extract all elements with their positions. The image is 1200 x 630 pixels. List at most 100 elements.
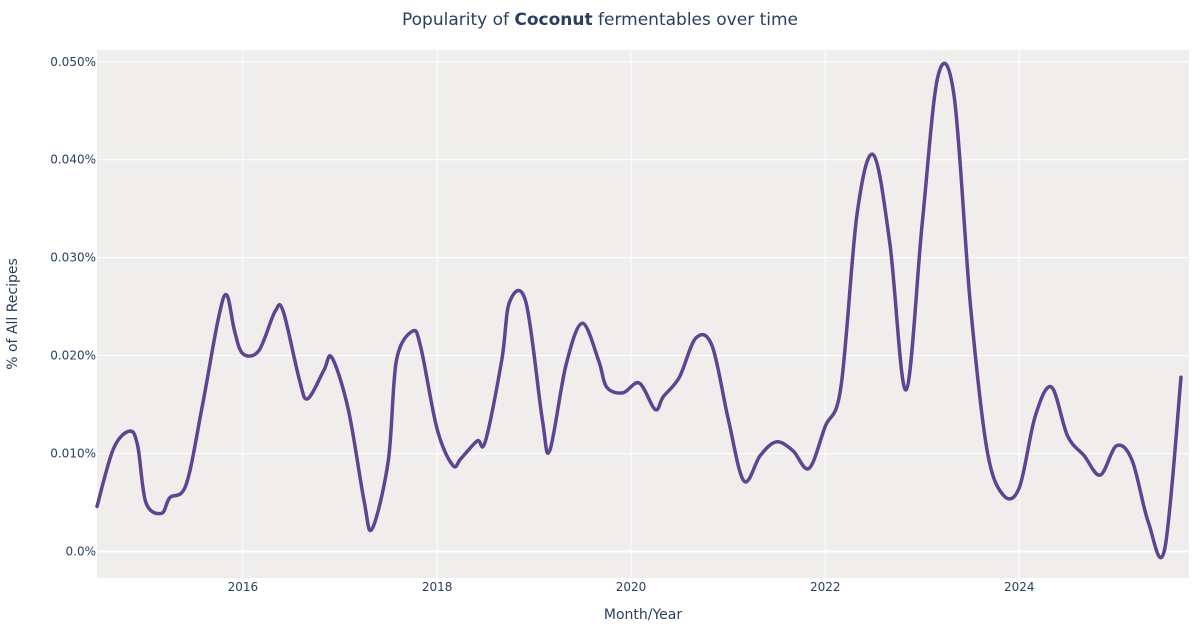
- x-tick-label: 2024: [1004, 580, 1035, 594]
- data-point: [524, 300, 527, 303]
- data-point: [1179, 376, 1183, 379]
- data-point: [1082, 454, 1086, 457]
- data-point: [500, 359, 503, 362]
- x-tick-label: 2018: [422, 580, 453, 594]
- x-tick-labels: 2016 2018 2020 2022 2024: [228, 580, 1035, 594]
- data-point: [791, 449, 795, 452]
- data-point: [727, 418, 730, 421]
- data-point: [1115, 444, 1118, 447]
- data-point: [144, 501, 148, 504]
- data-point: [807, 467, 811, 470]
- y-tick-label: 0.020%: [50, 349, 96, 363]
- data-point: [1147, 521, 1150, 524]
- x-tick-label: 2016: [228, 580, 259, 594]
- data-point: [1130, 459, 1134, 462]
- data-point: [95, 505, 99, 508]
- data-point: [395, 359, 398, 362]
- series-line: [95, 61, 1183, 560]
- data-point: [694, 336, 698, 340]
- data-point: [638, 381, 641, 385]
- y-axis-label: % of All Recipes: [5, 258, 21, 370]
- y-tick-label: 0.010%: [50, 447, 96, 461]
- data-point: [839, 385, 843, 389]
- data-point: [710, 344, 714, 347]
- data-point: [985, 447, 988, 450]
- plot-area: [97, 50, 1189, 578]
- data-point: [904, 388, 908, 392]
- data-point: [451, 464, 454, 467]
- data-point: [775, 440, 778, 443]
- data-point: [952, 94, 956, 98]
- x-axis-label: Month/Year: [604, 607, 682, 623]
- data-point: [1163, 548, 1166, 551]
- x-tick-label: 2022: [810, 580, 841, 594]
- data-point: [217, 317, 220, 320]
- data-point: [484, 440, 487, 443]
- data-point: [1099, 473, 1102, 477]
- data-point: [225, 293, 228, 297]
- data-point: [678, 376, 681, 379]
- data-point: [201, 405, 204, 408]
- series-group: [95, 61, 1183, 560]
- data-point: [1001, 493, 1005, 496]
- data-point: [936, 75, 940, 78]
- data-point: [435, 427, 439, 431]
- data-point: [298, 378, 301, 382]
- data-point: [282, 310, 285, 313]
- y-tick-label: 0.0%: [66, 545, 97, 559]
- data-point: [605, 385, 608, 389]
- data-point: [597, 359, 600, 362]
- data-point: [824, 425, 827, 428]
- data-point: [168, 496, 171, 499]
- data-point: [322, 369, 326, 372]
- data-point: [387, 460, 390, 463]
- data-point: [621, 391, 624, 395]
- data-point: [1066, 434, 1069, 438]
- data-point: [257, 349, 260, 352]
- data-point: [742, 479, 746, 483]
- data-point: [548, 449, 551, 452]
- data-point: [160, 512, 163, 515]
- data-point: [508, 300, 511, 303]
- y-gridlines: [97, 61, 1189, 553]
- data-point: [872, 153, 875, 156]
- data-point: [459, 457, 463, 460]
- x-tick-label: 2020: [616, 580, 647, 594]
- data-point: [855, 212, 859, 215]
- data-point: [662, 395, 665, 398]
- chart-title: Popularity of Coconut fermentables over …: [402, 10, 798, 30]
- data-point: [1034, 415, 1037, 418]
- y-tick-label: 0.030%: [50, 251, 96, 265]
- data-point: [888, 241, 891, 245]
- data-point: [411, 329, 414, 333]
- data-point: [273, 310, 277, 313]
- data-point: [921, 222, 924, 225]
- y-tick-label: 0.040%: [50, 153, 96, 167]
- data-point: [476, 439, 479, 443]
- data-point: [184, 483, 188, 487]
- data-point: [759, 454, 762, 457]
- data-point: [241, 352, 245, 355]
- data-point: [564, 364, 568, 367]
- data-point: [112, 447, 115, 450]
- y-tick-labels: 0.0% 0.010% 0.020% 0.030% 0.040% 0.050%: [50, 55, 96, 559]
- data-point: [136, 444, 139, 447]
- data-point: [654, 408, 657, 411]
- data-point: [541, 418, 544, 421]
- data-point: [581, 322, 584, 325]
- data-point: [969, 302, 972, 305]
- data-point: [370, 527, 374, 531]
- data-point: [330, 356, 334, 359]
- data-point: [1018, 486, 1021, 490]
- y-tick-label: 0.050%: [50, 55, 96, 69]
- data-point: [1050, 385, 1053, 389]
- data-point: [306, 397, 309, 400]
- data-point: [233, 329, 236, 333]
- data-point: [128, 429, 131, 433]
- x-gridlines: [242, 50, 1020, 578]
- data-point: [347, 408, 350, 411]
- data-point: [419, 346, 423, 349]
- data-point: [362, 499, 366, 502]
